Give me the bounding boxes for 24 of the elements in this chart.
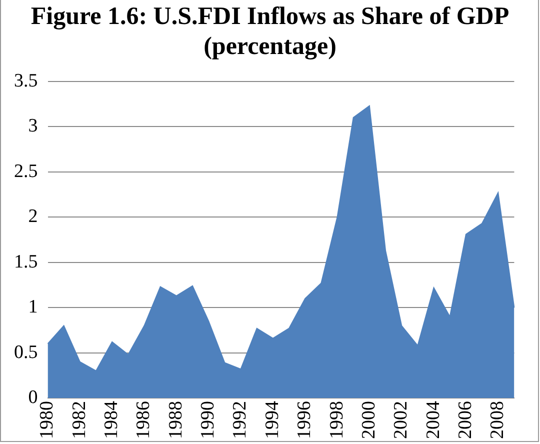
x-tick-label: 1998	[326, 401, 348, 439]
y-tick-label: 3	[28, 116, 38, 137]
x-tick-label: 1982	[68, 401, 90, 439]
x-tick-label: 1990	[198, 401, 219, 439]
y-tick-label: 1	[28, 296, 38, 318]
x-tick-label: 2008	[487, 401, 508, 439]
x-tick-label: 2000	[358, 401, 380, 439]
y-tick-label: 0	[28, 386, 38, 408]
x-tick-label: 2006	[454, 401, 476, 439]
x-tick-label: 1986	[133, 401, 154, 439]
x-tick-label: 1994	[262, 400, 283, 439]
y-tick-label: 3.5	[14, 70, 38, 92]
x-tick-label: 1980	[36, 401, 58, 439]
y-tick-label: 2.5	[14, 160, 38, 182]
x-tick-label: 1996	[294, 401, 316, 439]
x-tick-label: 1988	[165, 401, 186, 439]
y-tick-label: 2	[28, 206, 38, 228]
x-tick-label: 1992	[230, 401, 251, 439]
x-tick-label: 2002	[390, 401, 412, 439]
y-tick-label: 0.5	[14, 342, 38, 363]
x-tick-label: 1984	[101, 400, 122, 439]
y-tick-label: 1.5	[14, 251, 38, 272]
chart-title: Figure 1.6: U.S.FDI Inflows as Share of GDP (percentage)	[30, 2, 510, 62]
x-tick-label: 2004	[422, 400, 444, 439]
